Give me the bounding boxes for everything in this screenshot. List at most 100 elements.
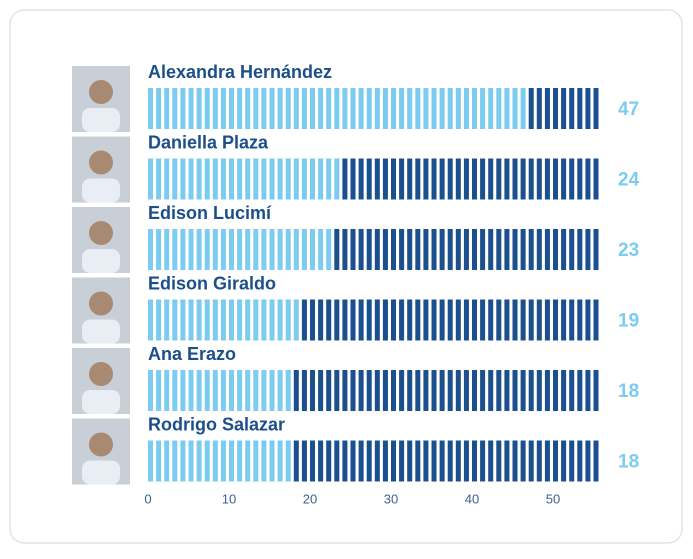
bar-stripe	[440, 88, 445, 129]
bar-stripe	[318, 229, 323, 270]
bar-stripe	[423, 88, 428, 129]
bar-stripe	[197, 441, 202, 482]
track-stripe	[399, 300, 404, 341]
track-stripe	[391, 370, 396, 411]
track-stripe	[521, 300, 526, 341]
bar-stripe	[504, 88, 509, 129]
track-stripe	[440, 229, 445, 270]
track-stripe	[594, 159, 599, 200]
track-stripe	[432, 159, 437, 200]
bar-stripe	[278, 441, 283, 482]
bar-stripe	[156, 229, 161, 270]
track-stripe	[585, 159, 590, 200]
track-stripe	[545, 159, 550, 200]
track-stripe	[496, 370, 501, 411]
bar-stripe	[197, 159, 202, 200]
bar-stripe	[237, 159, 242, 200]
bar-stripe	[229, 300, 234, 341]
bar	[148, 229, 331, 270]
track-stripe	[415, 300, 420, 341]
track-stripe	[496, 441, 501, 482]
bar-stripe	[464, 88, 469, 129]
bar-stripe	[229, 159, 234, 200]
track-stripe	[456, 370, 461, 411]
photo-head	[89, 292, 113, 316]
track-stripe	[480, 441, 485, 482]
track-stripe	[383, 159, 388, 200]
track-stripe	[302, 370, 307, 411]
bar-stripe	[189, 229, 194, 270]
bar-stripe	[286, 370, 291, 411]
bar-stripe	[253, 88, 258, 129]
track-stripe	[594, 300, 599, 341]
track-stripe	[529, 159, 534, 200]
bar-stripe	[310, 229, 315, 270]
bar-stripe	[229, 229, 234, 270]
bar-stripe	[213, 88, 218, 129]
track-stripe	[496, 300, 501, 341]
track-stripe	[585, 370, 590, 411]
bar-stripe	[318, 88, 323, 129]
track-stripe	[440, 300, 445, 341]
value-label: 19	[618, 311, 639, 332]
bar-stripe	[351, 88, 356, 129]
bar-stripe	[172, 370, 177, 411]
track-stripe	[545, 370, 550, 411]
bar-stripe	[253, 159, 258, 200]
bar-stripe	[334, 159, 339, 200]
track-stripe	[399, 159, 404, 200]
track-stripe	[359, 159, 364, 200]
track-stripe	[553, 441, 558, 482]
bar-stripe	[342, 88, 347, 129]
track-stripe	[375, 229, 380, 270]
bar-stripe	[432, 88, 437, 129]
track-stripe	[521, 229, 526, 270]
track-stripe	[553, 88, 558, 129]
track-stripe	[448, 229, 453, 270]
page: 01020304050Alexandra Hernández47Daniella…	[0, 0, 693, 554]
track-stripe	[569, 159, 574, 200]
track-stripe	[504, 159, 509, 200]
x-tick-label: 50	[546, 491, 560, 506]
bar-stripe	[253, 370, 258, 411]
track-stripe	[513, 229, 518, 270]
track-stripe	[577, 88, 582, 129]
bar-stripe	[180, 88, 185, 129]
bar-stripe	[270, 159, 275, 200]
track-stripe	[359, 370, 364, 411]
track-stripe	[513, 370, 518, 411]
bar-stripe	[245, 300, 250, 341]
track-stripe	[334, 370, 339, 411]
track-stripe	[577, 441, 582, 482]
bar-stripe	[245, 370, 250, 411]
bar-stripe	[278, 159, 283, 200]
bar-stripe	[253, 300, 258, 341]
track-stripe	[351, 370, 356, 411]
track-stripe	[351, 300, 356, 341]
track-stripe	[375, 159, 380, 200]
bar-stripe	[310, 159, 315, 200]
track-stripe	[407, 229, 412, 270]
bar-stripe	[302, 88, 307, 129]
track-stripe	[561, 229, 566, 270]
bar-stripe	[318, 159, 323, 200]
track-stripe	[537, 88, 542, 129]
track-stripe	[415, 370, 420, 411]
track-stripe	[472, 370, 477, 411]
track-stripe	[318, 370, 323, 411]
bar-stripe	[359, 88, 364, 129]
track-stripe	[294, 441, 299, 482]
bar-stripe	[213, 229, 218, 270]
bar-stripe	[221, 159, 226, 200]
track-stripe	[432, 441, 437, 482]
bar-stripe	[156, 370, 161, 411]
track-stripe	[480, 229, 485, 270]
track-stripe	[553, 370, 558, 411]
bar-stripe	[294, 88, 299, 129]
candidate-name: Edison Lucimí	[148, 203, 272, 223]
bar-stripe	[310, 88, 315, 129]
bar-stripe	[237, 370, 242, 411]
bar-stripe	[278, 229, 283, 270]
bar-stripe	[164, 229, 169, 270]
bar-stripe	[261, 441, 266, 482]
